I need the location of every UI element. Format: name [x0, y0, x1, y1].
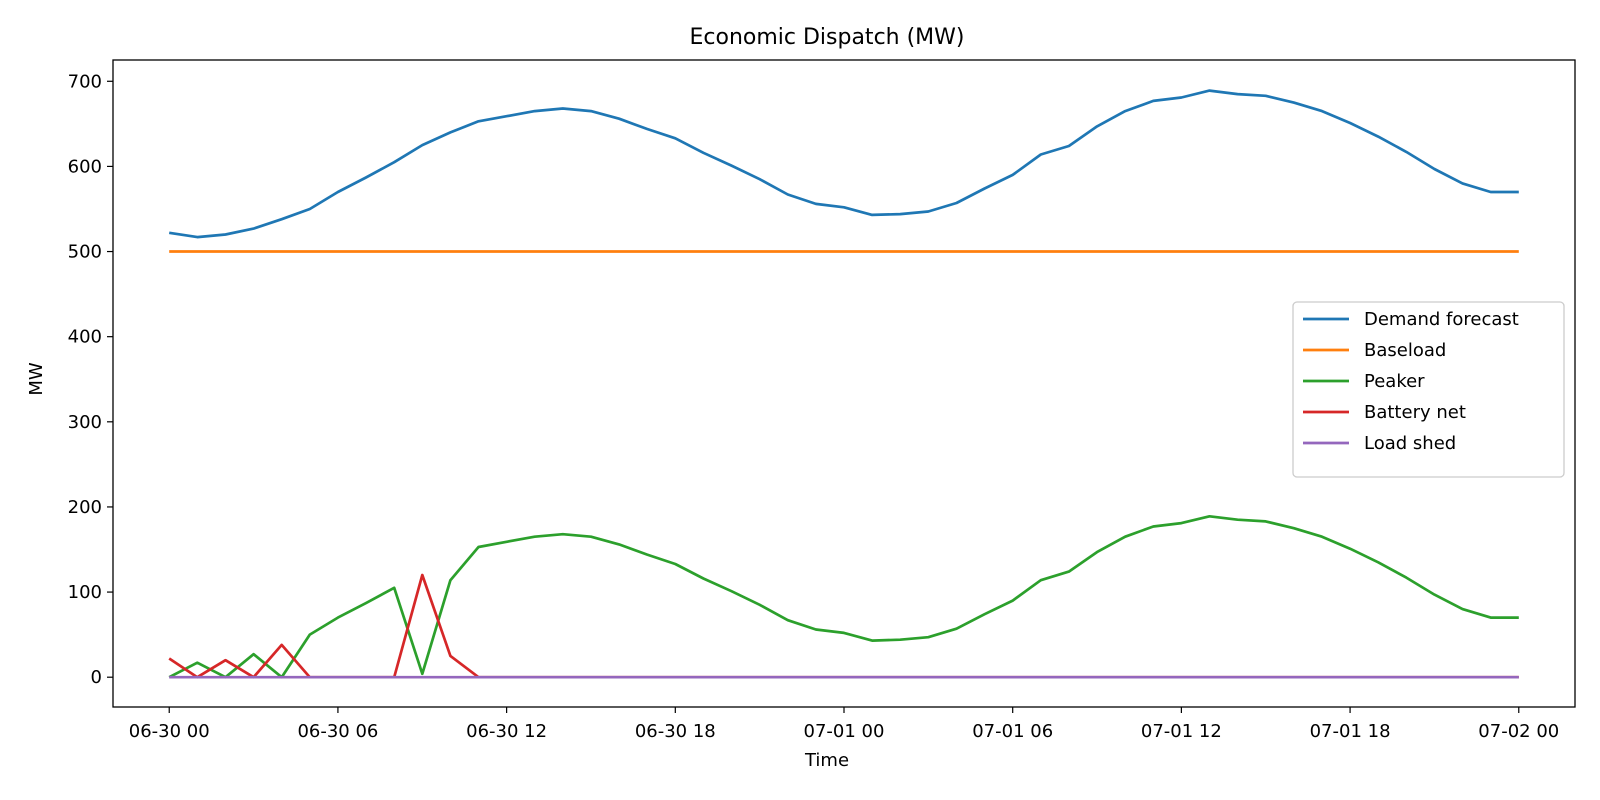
series-line-demand-forecast	[168, 89, 1519, 239]
x-tick-label: 07-01 12	[1141, 721, 1222, 742]
y-tick-label: 0	[91, 667, 102, 688]
y-tick-label: 200	[68, 497, 102, 518]
y-tick-label: 700	[68, 71, 102, 92]
plot-lines	[168, 89, 1519, 679]
x-tick-label: 07-01 06	[972, 721, 1053, 742]
legend-label-load-shed: Load shed	[1364, 433, 1456, 454]
y-tick-label: 300	[68, 412, 102, 433]
series-line-peaker	[168, 514, 1519, 679]
x-tick-label: 07-02 00	[1478, 721, 1559, 742]
y-tick-label: 600	[68, 156, 102, 177]
x-tick-label: 07-01 18	[1310, 721, 1391, 742]
y-tick-label: 100	[68, 582, 102, 603]
y-tick-label: 400	[68, 327, 102, 348]
legend-label-battery-net: Battery net	[1364, 402, 1466, 423]
chart-title: Economic Dispatch (MW)	[689, 25, 964, 50]
x-tick-label: 07-01 00	[804, 721, 885, 742]
y-tick-label: 500	[68, 242, 102, 263]
legend-label-baseload: Baseload	[1364, 340, 1446, 361]
legend-box	[1292, 301, 1565, 478]
x-axis-label: Time	[804, 750, 849, 771]
x-tick-label: 06-30 00	[129, 721, 210, 742]
x-tick-label: 06-30 18	[635, 721, 716, 742]
x-tick-label: 06-30 06	[297, 721, 378, 742]
x-tick-label: 06-30 12	[466, 721, 547, 742]
y-axis: 0 100 200 300 400 500 600 700	[68, 71, 113, 688]
y-axis-label: MW	[26, 362, 47, 396]
legend-label-peaker: Peaker	[1364, 371, 1425, 392]
legend: Demand forecast Baseload Peaker Battery net…	[1292, 301, 1565, 478]
x-axis: 06-30 00 06-30 06 06-30 12 06-30 18 07-01 00…	[129, 707, 1559, 742]
legend-label-demand-forecast: Demand forecast	[1364, 309, 1519, 330]
